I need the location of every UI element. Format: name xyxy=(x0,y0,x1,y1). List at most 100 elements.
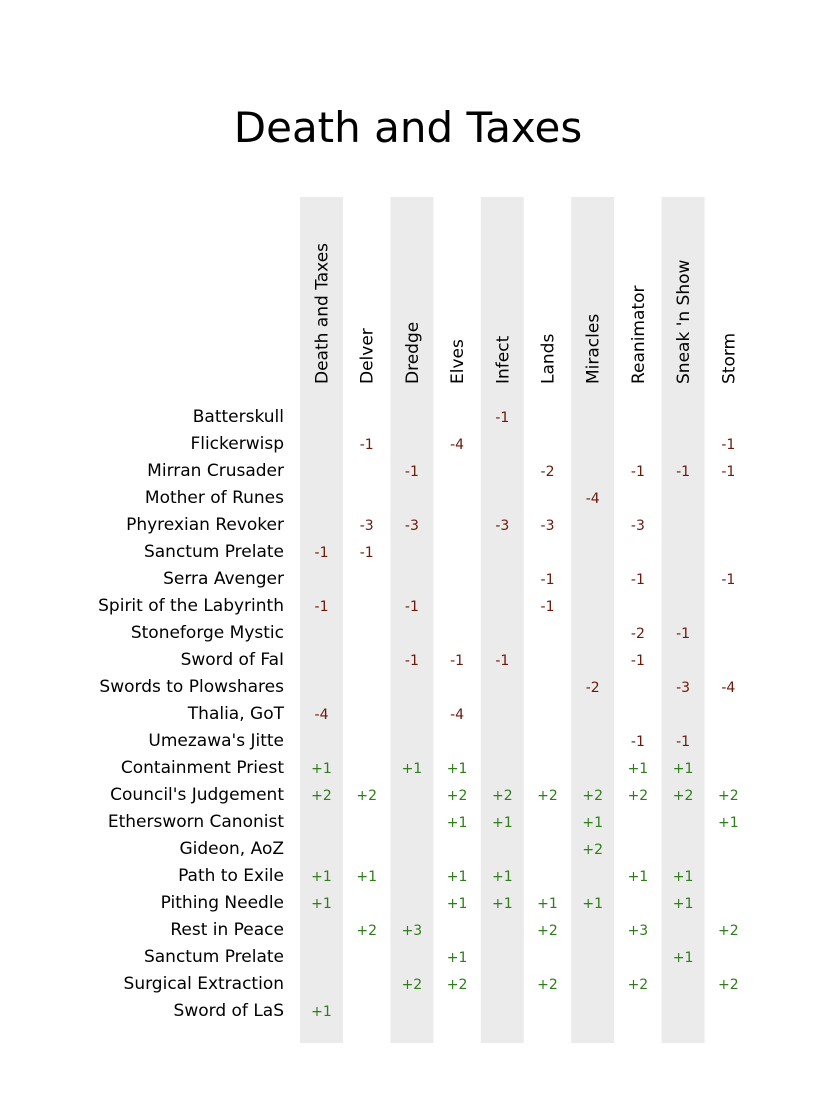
column-band-miracles xyxy=(571,197,615,1043)
cell-batterskull-infect: -1 xyxy=(495,410,509,426)
column-label-elves: Elves xyxy=(448,339,468,384)
cell-containment-priest-elves: +1 xyxy=(447,761,468,777)
cell-council-s-judgement-death-and-taxes: +2 xyxy=(311,788,332,804)
cell-pithing-needle-infect: +1 xyxy=(492,896,513,912)
row-label-thalia-got: Thalia, GoT xyxy=(187,704,285,724)
cell-serra-avenger-lands: -1 xyxy=(541,572,555,588)
cell-sword-of-fai-reanimator: -1 xyxy=(631,653,645,669)
cell-pithing-needle-death-and-taxes: +1 xyxy=(311,896,332,912)
cell-flickerwisp-storm: -1 xyxy=(721,437,735,453)
cell-council-s-judgement-infect: +2 xyxy=(492,788,513,804)
cell-pithing-needle-lands: +1 xyxy=(537,896,558,912)
cell-ethersworn-canonist-miracles: +1 xyxy=(582,815,603,831)
cell-flickerwisp-delver: -1 xyxy=(360,437,374,453)
row-label-mother-of-runes: Mother of Runes xyxy=(145,488,284,508)
row-label-sword-of-fai: Sword of FaI xyxy=(181,650,284,670)
cell-thalia-got-elves: -4 xyxy=(450,707,464,723)
column-band-sneak-n-show xyxy=(661,197,705,1043)
cell-path-to-exile-death-and-taxes: +1 xyxy=(311,869,332,885)
cell-gideon-aoz-miracles: +2 xyxy=(582,842,603,858)
cell-path-to-exile-reanimator: +1 xyxy=(628,869,649,885)
cell-council-s-judgement-reanimator: +2 xyxy=(628,788,649,804)
cell-stoneforge-mystic-sneak-n-show: -1 xyxy=(676,626,690,642)
cell-mirran-crusader-dredge: -1 xyxy=(405,464,419,480)
row-label-rest-in-peace: Rest in Peace xyxy=(170,920,284,940)
column-label-death-and-taxes: Death and Taxes xyxy=(313,243,333,384)
cell-sword-of-fai-elves: -1 xyxy=(450,653,464,669)
row-label-surgical-extraction: Surgical Extraction xyxy=(124,974,284,994)
cell-sword-of-fai-infect: -1 xyxy=(495,653,509,669)
row-label-sanctum-prelate: Sanctum Prelate xyxy=(144,947,284,967)
row-label-containment-priest: Containment Priest xyxy=(121,758,284,778)
cell-sword-of-las-death-and-taxes: +1 xyxy=(311,1004,332,1020)
cell-containment-priest-death-and-taxes: +1 xyxy=(311,761,332,777)
cell-ethersworn-canonist-storm: +1 xyxy=(718,815,739,831)
row-label-batterskull: Batterskull xyxy=(193,407,284,427)
cell-swords-to-plowshares-storm: -4 xyxy=(721,680,735,696)
cell-spirit-of-the-labyrinth-dredge: -1 xyxy=(405,599,419,615)
row-label-phyrexian-revoker: Phyrexian Revoker xyxy=(126,515,284,535)
cell-mirran-crusader-lands: -2 xyxy=(541,464,555,480)
column-label-lands: Lands xyxy=(539,334,559,384)
cell-serra-avenger-storm: -1 xyxy=(721,572,735,588)
cell-council-s-judgement-lands: +2 xyxy=(537,788,558,804)
cell-containment-priest-sneak-n-show: +1 xyxy=(673,761,694,777)
cell-path-to-exile-elves: +1 xyxy=(447,869,468,885)
cell-pithing-needle-elves: +1 xyxy=(447,896,468,912)
cell-sanctum-prelate-delver: -1 xyxy=(360,545,374,561)
column-label-infect: Infect xyxy=(493,335,513,384)
cell-mother-of-runes-miracles: -4 xyxy=(586,491,600,507)
cell-mirran-crusader-sneak-n-show: -1 xyxy=(676,464,690,480)
cell-sanctum-prelate-death-and-taxes: -1 xyxy=(315,545,329,561)
cell-council-s-judgement-miracles: +2 xyxy=(582,788,603,804)
cell-surgical-extraction-dredge: +2 xyxy=(402,977,423,993)
cell-stoneforge-mystic-reanimator: -2 xyxy=(631,626,645,642)
cell-rest-in-peace-reanimator: +3 xyxy=(628,923,649,939)
cell-spirit-of-the-labyrinth-death-and-taxes: -1 xyxy=(315,599,329,615)
column-label-reanimator: Reanimator xyxy=(629,286,649,384)
cell-pithing-needle-miracles: +1 xyxy=(582,896,603,912)
cell-rest-in-peace-lands: +2 xyxy=(537,923,558,939)
cell-ethersworn-canonist-infect: +1 xyxy=(492,815,513,831)
cell-phyrexian-revoker-lands: -3 xyxy=(541,518,555,534)
cell-council-s-judgement-delver: +2 xyxy=(356,788,377,804)
row-label-mirran-crusader: Mirran Crusader xyxy=(147,461,284,481)
cell-surgical-extraction-reanimator: +2 xyxy=(628,977,649,993)
cell-serra-avenger-reanimator: -1 xyxy=(631,572,645,588)
row-label-gideon-aoz: Gideon, AoZ xyxy=(179,839,284,859)
cell-sanctum-prelate-sneak-n-show: +1 xyxy=(673,950,694,966)
row-label-umezawa-s-jitte: Umezawa's Jitte xyxy=(148,731,284,751)
cell-values: -1 -1 -4 -1 -1 -2 -1 -1 -1 -4 -3 -3 -3 -3 -3 -1 -1 -1 -1 -1… xyxy=(311,410,738,1020)
column-label-delver: Delver xyxy=(358,328,378,384)
row-label-sanctum-prelate: Sanctum Prelate xyxy=(144,542,284,562)
chart-title: Death and Taxes xyxy=(233,103,583,152)
cell-pithing-needle-sneak-n-show: +1 xyxy=(673,896,694,912)
cell-path-to-exile-delver: +1 xyxy=(356,869,377,885)
row-label-stoneforge-mystic: Stoneforge Mystic xyxy=(131,623,284,643)
cell-sword-of-fai-dredge: -1 xyxy=(405,653,419,669)
cell-path-to-exile-infect: +1 xyxy=(492,869,513,885)
cell-mirran-crusader-reanimator: -1 xyxy=(631,464,645,480)
column-label-sneak-n-show: Sneak 'n Show xyxy=(674,259,694,384)
cell-swords-to-plowshares-sneak-n-show: -3 xyxy=(676,680,690,696)
row-label-pithing-needle: Pithing Needle xyxy=(161,893,284,913)
row-label-sword-of-las: Sword of LaS xyxy=(174,1001,284,1021)
cell-sanctum-prelate-elves: +1 xyxy=(447,950,468,966)
cell-phyrexian-revoker-dredge: -3 xyxy=(405,518,419,534)
cell-containment-priest-dredge: +1 xyxy=(402,761,423,777)
row-label-serra-avenger: Serra Avenger xyxy=(163,569,284,589)
cell-rest-in-peace-storm: +2 xyxy=(718,923,739,939)
row-label-spirit-of-the-labyrinth: Spirit of the Labyrinth xyxy=(98,596,284,616)
row-label-flickerwisp: Flickerwisp xyxy=(190,434,284,454)
cell-rest-in-peace-dredge: +3 xyxy=(402,923,423,939)
row-label-ethersworn-canonist: Ethersworn Canonist xyxy=(108,812,284,832)
cell-ethersworn-canonist-elves: +1 xyxy=(447,815,468,831)
cell-path-to-exile-sneak-n-show: +1 xyxy=(673,869,694,885)
cell-spirit-of-the-labyrinth-lands: -1 xyxy=(541,599,555,615)
cell-phyrexian-revoker-infect: -3 xyxy=(495,518,509,534)
column-band-dredge xyxy=(390,197,434,1043)
column-band-infect xyxy=(480,197,524,1043)
row-label-swords-to-plowshares: Swords to Plowshares xyxy=(99,677,284,697)
column-label-dredge: Dredge xyxy=(403,322,423,384)
